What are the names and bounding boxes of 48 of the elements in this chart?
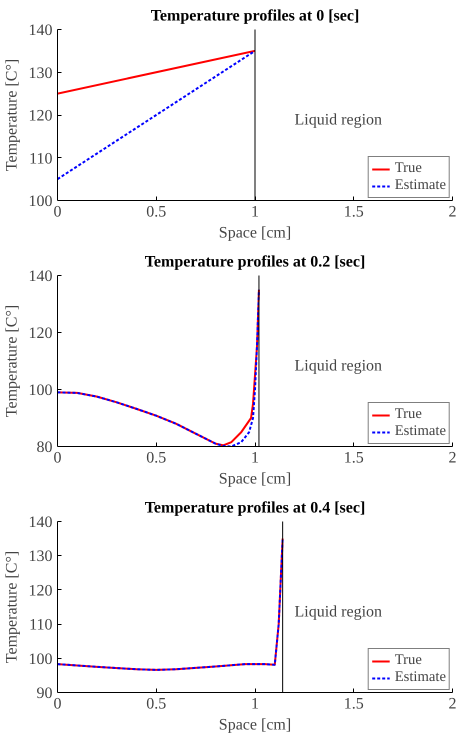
y-axis-title: Temperature [C°] (4, 304, 20, 418)
legend-label: True (394, 652, 422, 669)
chart-title: Temperature profiles at 0.2 [sec] (144, 254, 366, 270)
legend-label: Estimate (394, 177, 446, 194)
y-tick-label: 140 (28, 268, 52, 285)
x-tick-label: 0 (54, 450, 62, 466)
annotation: Liquid region (294, 604, 382, 621)
legend-label: True (394, 406, 422, 423)
x-tick-label: 0 (54, 696, 62, 712)
y-tick-label: 120 (28, 325, 52, 342)
x-tick-label: 0.5 (146, 204, 166, 220)
x-tick-label: 1.5 (344, 696, 364, 712)
annotation: Liquid region (294, 112, 382, 129)
y-tick-label: 100 (28, 650, 52, 668)
y-tick-label: 90 (36, 685, 52, 702)
y-tick-label: 110 (29, 616, 52, 634)
x-axis-title: Space [cm] (218, 470, 292, 488)
annotation: Liquid region (294, 358, 382, 375)
y-tick-label: 120 (28, 108, 52, 124)
legend-label: Estimate (394, 669, 446, 686)
x-tick-label: 0.5 (146, 450, 166, 466)
y-tick-label: 110 (29, 150, 52, 168)
y-tick-label: 100 (28, 193, 52, 210)
x-axis-title: Space [cm] (218, 716, 292, 734)
chart-title: Temperature profiles at 0.4 [sec] (144, 500, 366, 516)
x-tick-label: 2 (448, 696, 456, 712)
x-tick-label: 2 (448, 204, 456, 220)
y-tick-label: 80 (36, 439, 52, 456)
x-tick-label: 2 (448, 450, 456, 466)
y-tick-label: 130 (28, 548, 52, 566)
chart-title: Temperature profiles at 0 [sec] (150, 8, 360, 24)
x-tick-label: 1 (251, 696, 259, 712)
x-tick-label: 1 (251, 204, 259, 220)
x-tick-label: 1.5 (344, 450, 364, 466)
y-axis-title: Temperature [C°] (4, 550, 20, 664)
x-axis-title: Space [cm] (218, 224, 292, 242)
x-tick-label: 0 (54, 204, 62, 220)
y-tick-label: 140 (28, 22, 52, 39)
y-tick-label: 120 (28, 582, 52, 600)
legend-label: Estimate (394, 423, 446, 440)
y-tick-label: 130 (28, 64, 52, 82)
y-tick-label: 140 (28, 514, 52, 531)
y-axis-title: Temperature [C°] (4, 58, 20, 172)
y-tick-label: 100 (28, 382, 52, 399)
x-tick-label: 0.5 (146, 696, 166, 712)
legend-label: True (394, 160, 422, 177)
x-tick-label: 1.5 (344, 204, 364, 220)
x-tick-label: 1 (251, 450, 259, 466)
